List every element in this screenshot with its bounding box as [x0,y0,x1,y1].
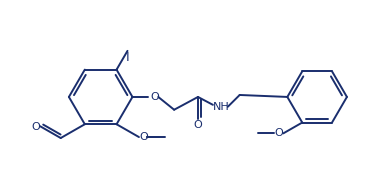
Text: O: O [139,132,148,142]
Text: O: O [274,128,283,138]
Text: NH: NH [212,102,229,112]
Text: I: I [126,51,129,64]
Text: O: O [150,92,159,102]
Text: O: O [32,122,41,132]
Text: O: O [194,120,203,129]
